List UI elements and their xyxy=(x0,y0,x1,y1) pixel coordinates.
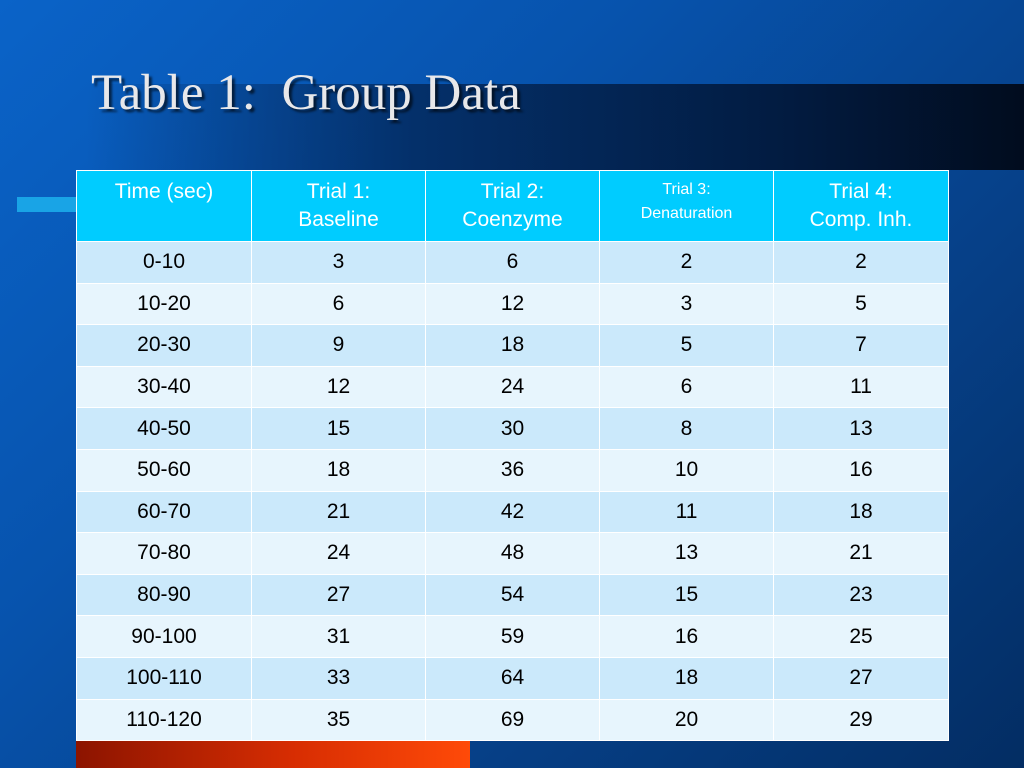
cell-trial-2: 59 xyxy=(425,615,600,658)
cell-trial-1: 24 xyxy=(251,532,426,575)
cell-time: 110-120 xyxy=(76,698,252,742)
table-row: 60-70 21 42 11 18 xyxy=(76,490,949,534)
column-header-line: Trial 3: xyxy=(662,181,711,198)
cell-trial-2: 6 xyxy=(425,241,600,284)
cell-trial-1: 27 xyxy=(251,573,426,617)
column-header-line: Denaturation xyxy=(640,205,733,222)
cell-trial-1: 18 xyxy=(251,448,426,492)
table-row: 50-60 18 36 10 16 xyxy=(76,448,949,492)
cell-time: 90-100 xyxy=(76,615,252,658)
slide-title: Table 1: Group Data xyxy=(91,65,521,121)
table-row: 20-30 9 18 5 7 xyxy=(76,324,949,367)
column-header-line: Trial 2: xyxy=(480,180,545,203)
cell-time: 10-20 xyxy=(76,282,252,326)
table-row: 110-120 35 69 20 29 xyxy=(76,698,949,742)
cell-time: 40-50 xyxy=(76,407,252,450)
cell-trial-4: 7 xyxy=(773,324,949,367)
cell-trial-4: 5 xyxy=(773,282,949,326)
cell-trial-4: 29 xyxy=(773,698,949,742)
cell-trial-3: 5 xyxy=(599,324,774,367)
cell-trial-4: 13 xyxy=(773,407,949,450)
table-row: 40-50 15 30 8 13 xyxy=(76,407,949,450)
table-row: 100-110 33 64 18 27 xyxy=(76,656,949,700)
cell-time: 20-30 xyxy=(76,324,252,367)
cell-trial-4: 21 xyxy=(773,532,949,575)
table-row: 90-100 31 59 16 25 xyxy=(76,615,949,658)
cell-trial-3: 6 xyxy=(599,365,774,409)
cell-trial-3: 16 xyxy=(599,615,774,658)
column-header-line: Time (sec) xyxy=(114,180,214,203)
cell-trial-2: 48 xyxy=(425,532,600,575)
column-header-line: Trial 4: xyxy=(829,180,893,203)
bottom-accent-bar xyxy=(76,741,470,768)
table-row: 80-90 27 54 15 23 xyxy=(76,573,949,617)
cell-trial-1: 6 xyxy=(251,282,426,326)
cell-trial-2: 18 xyxy=(425,324,600,367)
table-body: 0-10 3 6 2 2 10-20 6 12 3 5 20-30 9 18 5 7 30-40 12 24 6 11… xyxy=(76,241,949,742)
left-accent-bar xyxy=(17,197,87,212)
cell-trial-1: 15 xyxy=(251,407,426,450)
cell-trial-3: 15 xyxy=(599,573,774,617)
cell-trial-1: 9 xyxy=(251,324,426,367)
cell-trial-3: 18 xyxy=(599,656,774,700)
cell-time: 80-90 xyxy=(76,573,252,617)
cell-trial-2: 36 xyxy=(425,448,600,492)
table-row: 10-20 6 12 3 5 xyxy=(76,282,949,326)
cell-time: 0-10 xyxy=(76,241,252,284)
cell-trial-2: 54 xyxy=(425,573,600,617)
cell-trial-3: 11 xyxy=(599,490,774,534)
cell-trial-1: 33 xyxy=(251,656,426,700)
cell-trial-3: 13 xyxy=(599,532,774,575)
cell-trial-4: 2 xyxy=(773,241,949,284)
column-header-line: Comp. Inh. xyxy=(809,208,913,231)
table-header-row: Time (sec) Trial 1: Baseline Trial 2: Co… xyxy=(76,170,949,242)
cell-trial-3: 10 xyxy=(599,448,774,492)
cell-trial-4: 16 xyxy=(773,448,949,492)
cell-trial-2: 12 xyxy=(425,282,600,326)
table-row: 70-80 24 48 13 21 xyxy=(76,532,949,575)
cell-trial-3: 8 xyxy=(599,407,774,450)
cell-time: 70-80 xyxy=(76,532,252,575)
cell-trial-4: 25 xyxy=(773,615,949,658)
cell-trial-4: 23 xyxy=(773,573,949,617)
table-row: 30-40 12 24 6 11 xyxy=(76,365,949,409)
cell-trial-1: 3 xyxy=(251,241,426,284)
cell-trial-1: 21 xyxy=(251,490,426,534)
column-header-line: Baseline xyxy=(298,208,379,231)
cell-trial-3: 3 xyxy=(599,282,774,326)
cell-time: 30-40 xyxy=(76,365,252,409)
column-header-trial-2: Trial 2: Coenzyme xyxy=(425,170,600,242)
column-header-trial-1: Trial 1: Baseline xyxy=(251,170,426,242)
cell-trial-2: 69 xyxy=(425,698,600,742)
column-header-line: Coenzyme xyxy=(462,208,563,231)
cell-time: 50-60 xyxy=(76,448,252,492)
column-header-time: Time (sec) xyxy=(76,170,252,242)
cell-trial-1: 35 xyxy=(251,698,426,742)
title-accent-bar xyxy=(86,84,1024,170)
column-header-trial-3: Trial 3: Denaturation xyxy=(599,170,774,242)
cell-trial-4: 11 xyxy=(773,365,949,409)
cell-time: 100-110 xyxy=(76,656,252,700)
cell-trial-2: 24 xyxy=(425,365,600,409)
column-header-line: Trial 1: xyxy=(306,180,371,203)
cell-trial-1: 12 xyxy=(251,365,426,409)
cell-trial-2: 42 xyxy=(425,490,600,534)
table-row: 0-10 3 6 2 2 xyxy=(76,241,949,284)
cell-time: 60-70 xyxy=(76,490,252,534)
cell-trial-2: 64 xyxy=(425,656,600,700)
cell-trial-3: 20 xyxy=(599,698,774,742)
cell-trial-3: 2 xyxy=(599,241,774,284)
group-data-table: Time (sec) Trial 1: Baseline Trial 2: Co… xyxy=(76,170,949,742)
cell-trial-4: 27 xyxy=(773,656,949,700)
cell-trial-2: 30 xyxy=(425,407,600,450)
cell-trial-4: 18 xyxy=(773,490,949,534)
column-header-trial-4: Trial 4: Comp. Inh. xyxy=(773,170,949,242)
cell-trial-1: 31 xyxy=(251,615,426,658)
